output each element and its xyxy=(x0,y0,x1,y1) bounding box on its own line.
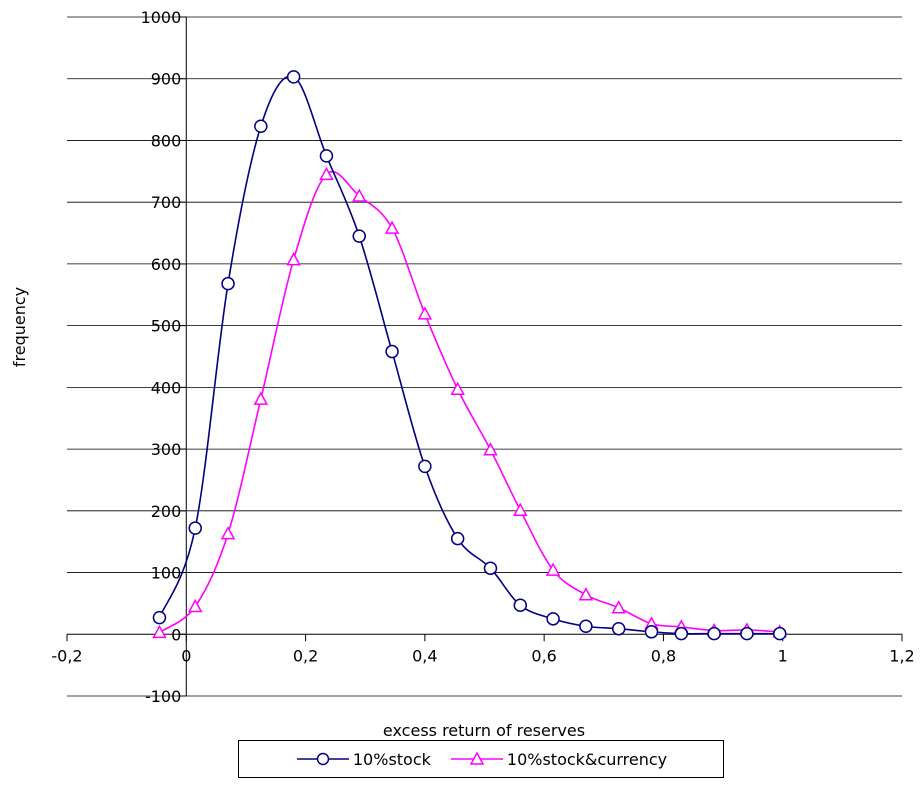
x-axis-label: excess return of reserves xyxy=(383,721,585,740)
data-point-circle xyxy=(319,149,334,163)
data-point-triangle xyxy=(152,624,167,639)
data-point-circle xyxy=(286,70,301,84)
data-point-triangle xyxy=(545,562,561,576)
data-point-triangle xyxy=(319,166,334,181)
y-tick-label: 500 xyxy=(151,317,182,336)
x-tick-label: 0 xyxy=(181,646,191,665)
data-point-circle xyxy=(611,621,626,636)
data-point-circle xyxy=(674,626,689,641)
data-point-triangle xyxy=(286,252,301,266)
data-point-triangle xyxy=(483,442,498,456)
series-markers xyxy=(152,70,787,641)
data-point-circle xyxy=(352,229,366,243)
data-point-circle xyxy=(385,344,399,359)
x-tick-label: 0,4 xyxy=(412,646,437,665)
y-tick-label: 800 xyxy=(151,131,182,150)
axes xyxy=(66,16,903,697)
series-lines xyxy=(158,75,780,635)
data-point-triangle xyxy=(417,306,433,320)
legend-swatch-circle-icon xyxy=(296,752,349,766)
y-tick-label: 0 xyxy=(171,625,181,644)
data-point-triangle xyxy=(611,600,626,614)
legend: 10%stock 10%stock&currency xyxy=(238,740,724,778)
y-tick-label: 400 xyxy=(151,378,182,397)
x-tick-label: 1 xyxy=(778,646,788,665)
data-point-circle xyxy=(707,626,721,641)
x-tick-label: -0,2 xyxy=(51,646,82,665)
data-point-circle xyxy=(644,625,659,639)
tick-labels: -100 0 100 200 300 400 500 600 700 800 900 1000 -0,2… xyxy=(51,8,914,706)
legend-item-10pct-stock-currency: 10%stock&currency xyxy=(449,750,667,769)
x-tick-label: 1,2 xyxy=(889,646,914,665)
legend-item-10pct-stock: 10%stock xyxy=(295,750,431,769)
data-point-triangle xyxy=(351,188,367,202)
data-point-triangle xyxy=(384,220,400,234)
y-tick-label: 1000 xyxy=(141,8,182,27)
data-point-triangle xyxy=(450,381,465,395)
data-point-circle xyxy=(188,521,202,535)
x-tick-label: 0,6 xyxy=(531,646,556,665)
data-point-triangle xyxy=(220,526,236,540)
data-point-triangle xyxy=(513,502,528,516)
data-point-circle xyxy=(579,619,593,633)
data-point-circle xyxy=(418,459,432,474)
data-point-circle xyxy=(450,531,465,546)
data-point-circle xyxy=(221,276,235,291)
data-point-circle xyxy=(152,610,167,625)
gridlines xyxy=(67,16,902,697)
x-tick-label: 0,2 xyxy=(293,646,318,665)
series-line-stock xyxy=(158,75,780,635)
data-point-circle xyxy=(546,612,560,626)
y-tick-label: 100 xyxy=(151,564,182,583)
data-point-circle xyxy=(483,561,498,575)
data-point-circle xyxy=(513,598,528,613)
y-tick-label: 700 xyxy=(151,193,182,212)
data-point-circle xyxy=(740,626,754,641)
legend-label: 10%stock&currency xyxy=(506,749,668,769)
y-tick-label: 600 xyxy=(151,255,182,274)
series-line-stock-currency xyxy=(158,171,780,634)
data-point-triangle xyxy=(578,587,594,601)
x-tick-label: 0,8 xyxy=(651,646,676,665)
data-point-circle xyxy=(772,626,787,641)
y-tick-label: 900 xyxy=(151,70,182,89)
y-tick-label: -100 xyxy=(145,687,181,706)
data-point-circle xyxy=(254,119,268,134)
y-tick-label: 300 xyxy=(151,440,182,459)
legend-swatch-triangle-icon xyxy=(450,751,503,765)
data-point-triangle xyxy=(187,598,203,613)
y-axis-label: frequency xyxy=(10,287,29,367)
data-point-triangle xyxy=(253,391,269,405)
legend-label: 10%stock xyxy=(352,749,431,769)
y-tick-label: 200 xyxy=(151,502,182,521)
